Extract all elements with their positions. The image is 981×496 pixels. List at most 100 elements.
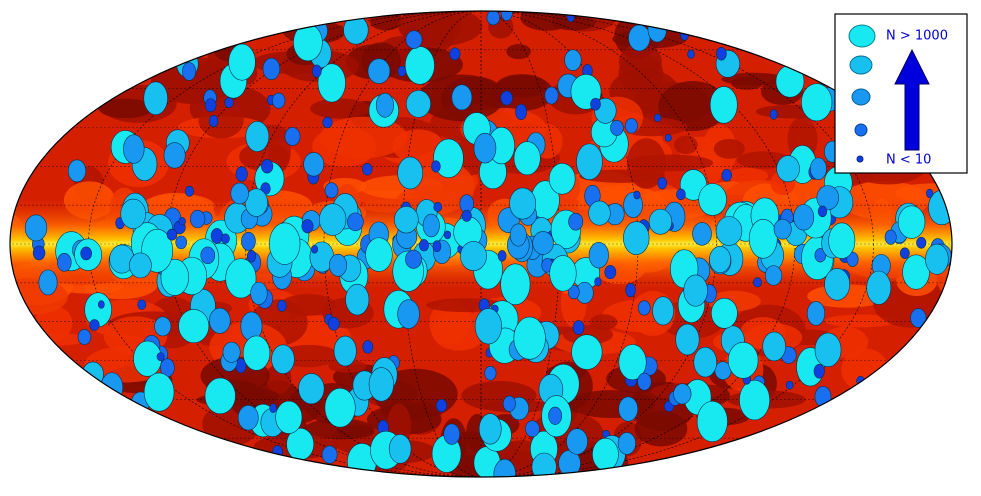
source-marker [509,223,527,247]
source-marker [814,332,842,368]
source-marker [129,252,152,279]
source-marker [748,219,778,259]
source-marker [897,205,926,239]
source-marker [324,182,339,199]
source-marker [500,263,531,306]
source-marker [625,283,636,298]
source-marker [178,309,210,344]
source-marker [190,209,206,229]
source-marker [269,403,277,413]
source-marker [776,155,800,183]
source-marker [810,157,827,181]
source-marker [422,213,440,238]
source-marker [709,86,738,124]
source-marker [637,300,651,316]
source-marker [676,188,686,201]
source-marker [793,204,815,231]
source-marker [866,270,892,305]
source-marker [449,47,461,61]
contour-blob [310,98,371,119]
source-marker [38,269,58,296]
contour-blob [824,314,897,328]
source-marker [721,169,732,182]
source-marker [902,254,930,290]
source-marker [709,245,731,274]
source-marker [97,300,105,309]
source-marker [271,344,295,375]
source-marker [509,187,537,220]
source-marker [322,116,333,129]
source-marker [431,160,441,173]
source-marker [160,258,190,296]
source-marker [319,203,347,236]
legend-top-label: N > 1000 [886,29,948,44]
source-marker [222,341,241,363]
source-marker [769,109,778,120]
source-marker [394,205,419,234]
source-marker [899,247,910,259]
source-marker [773,218,792,240]
source-marker [925,243,949,275]
source-marker [443,230,452,240]
source-marker [696,400,728,443]
source-marker [272,92,286,109]
legend-bottom-label: N < 10 [886,153,931,168]
legend-marker [848,24,876,48]
source-marker [610,119,624,136]
source-marker [675,323,700,356]
source-marker [120,198,146,229]
source-marker [405,90,431,118]
contour-blob [713,138,745,159]
source-marker [321,445,338,464]
contour-blob [579,169,666,183]
source-marker [473,132,497,164]
source-marker [345,283,370,316]
source-marker [715,216,743,246]
source-marker [405,249,422,269]
source-marker [813,364,825,379]
source-marker [785,380,794,390]
source-marker [224,97,234,108]
contour-blob [338,425,375,438]
source-marker [100,372,124,403]
source-marker [80,246,92,261]
source-marker [275,400,303,434]
source-marker [272,445,283,460]
source-marker [460,241,487,271]
source-marker [652,296,674,326]
source-marker [828,222,856,259]
source-marker [500,90,513,106]
source-marker [221,233,230,244]
source-marker [333,335,357,367]
source-marker [237,404,259,431]
source-marker [618,396,639,422]
source-marker [143,81,168,116]
source-marker [576,143,603,180]
source-marker [739,379,771,421]
source-marker [916,236,927,249]
source-marker [594,277,602,287]
source-marker [486,11,500,26]
contour-blob [431,310,487,351]
source-marker [566,11,575,23]
source-marker [513,316,546,360]
source-marker [277,299,287,312]
source-marker [67,159,87,183]
source-marker [846,251,859,267]
source-marker [210,228,224,244]
source-marker [568,212,584,231]
source-marker [143,372,175,412]
source-marker [478,413,502,445]
source-marker [623,221,650,255]
source-marker [328,253,348,277]
source-marker [365,237,393,272]
contour-blob [618,43,662,80]
legend-marker [856,155,864,163]
source-marker [404,46,435,85]
source-marker [362,163,373,176]
source-marker [624,118,638,134]
source-marker [443,423,461,445]
source-marker [572,320,585,335]
source-marker [513,141,541,176]
source-marker [618,344,647,381]
